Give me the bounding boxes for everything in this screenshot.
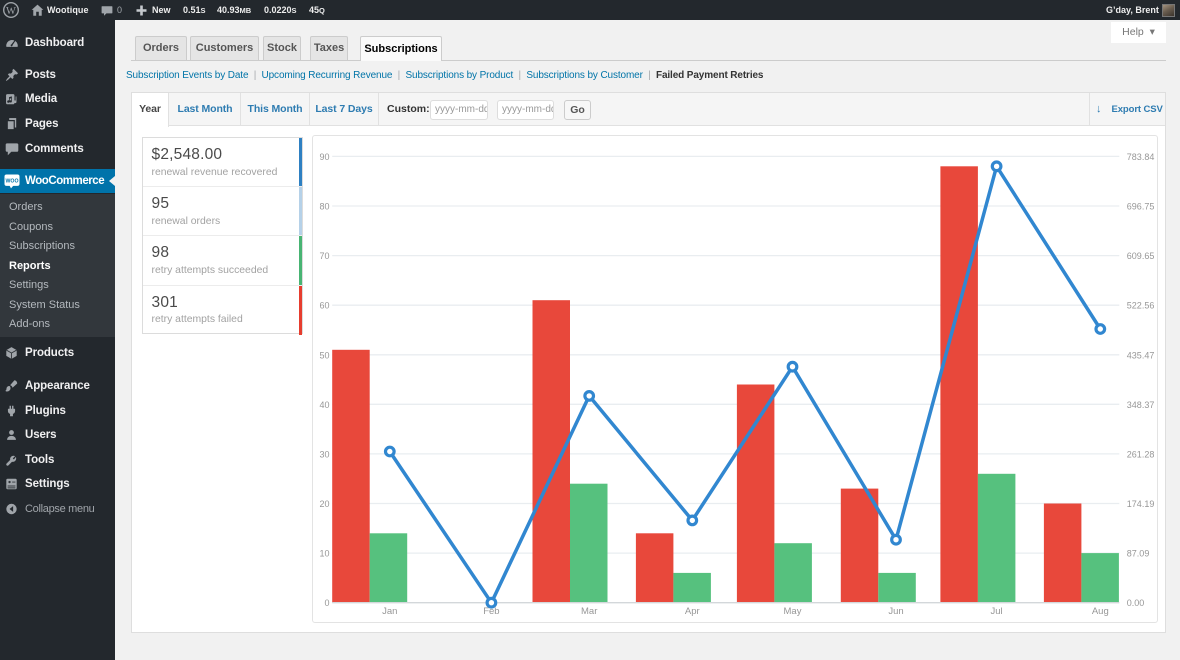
svg-text:522.56: 522.56 (1126, 301, 1154, 311)
svg-text:30: 30 (319, 450, 329, 460)
svg-text:0: 0 (324, 599, 329, 609)
svg-text:Jul: Jul (990, 607, 1002, 618)
svg-text:783.84: 783.84 (1126, 152, 1154, 162)
svg-text:609.65: 609.65 (1126, 251, 1154, 261)
svg-text:W: W (6, 6, 16, 17)
svg-text:174.19: 174.19 (1126, 499, 1154, 509)
svg-text:90: 90 (319, 152, 329, 162)
svg-text:0.00: 0.00 (1126, 599, 1144, 609)
svg-text:50: 50 (319, 351, 329, 361)
svg-text:Jan: Jan (382, 607, 397, 618)
svg-text:WOO: WOO (6, 178, 19, 184)
svg-text:Feb: Feb (483, 607, 499, 618)
svg-text:Aug: Aug (1091, 607, 1108, 618)
svg-text:60: 60 (319, 301, 329, 311)
svg-text:87.09: 87.09 (1126, 549, 1149, 559)
svg-text:70: 70 (319, 251, 329, 261)
svg-text:10: 10 (319, 549, 329, 559)
svg-text:May: May (783, 607, 801, 618)
svg-text:435.47: 435.47 (1126, 351, 1154, 361)
svg-text:80: 80 (319, 202, 329, 212)
svg-text:696.75: 696.75 (1126, 202, 1154, 212)
svg-text:40: 40 (319, 400, 329, 410)
svg-text:261.28: 261.28 (1126, 450, 1154, 460)
svg-text:20: 20 (319, 499, 329, 509)
svg-text:Apr: Apr (684, 607, 699, 618)
svg-text:348.37: 348.37 (1126, 400, 1154, 410)
svg-text:Mar: Mar (581, 607, 597, 618)
svg-text:Jun: Jun (888, 607, 903, 618)
